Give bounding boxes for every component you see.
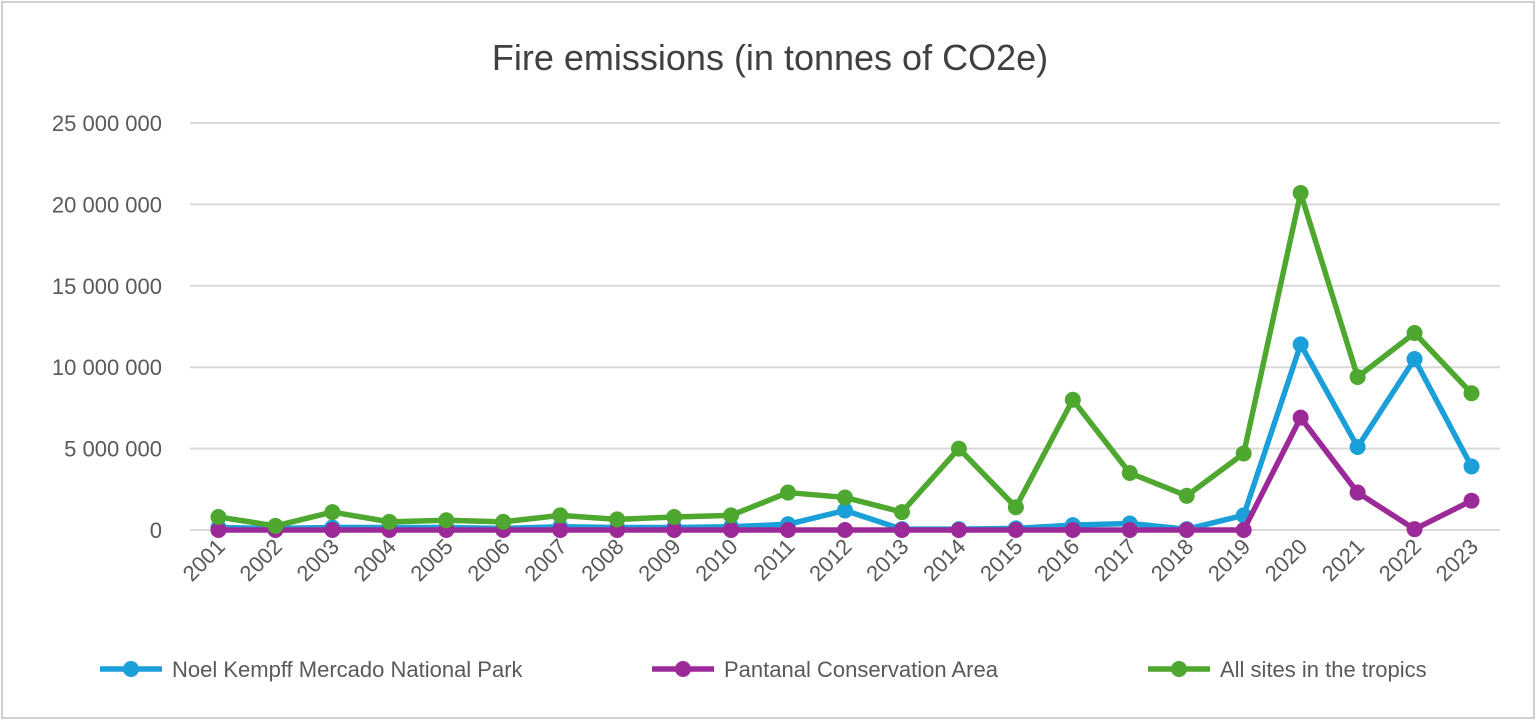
data-point	[837, 502, 853, 519]
data-point	[1349, 438, 1366, 455]
x-tick-label: 2017	[1089, 534, 1141, 586]
data-point	[552, 522, 569, 538]
data-point	[950, 522, 967, 538]
legend-item: Pantanal Conservation Area	[652, 657, 999, 682]
data-point	[1349, 484, 1366, 501]
x-tick-label: 2011	[748, 534, 799, 585]
data-point	[324, 522, 341, 538]
data-point	[1406, 521, 1423, 538]
series-1	[210, 409, 1480, 538]
x-tick-label: 2012	[804, 534, 856, 586]
x-tick-label: 2004	[349, 534, 401, 586]
data-point	[609, 511, 626, 528]
x-tick-label: 2019	[1203, 534, 1255, 586]
x-tick-label: 2002	[235, 534, 287, 586]
data-point	[1064, 522, 1081, 538]
legend-label: All sites in the tropics	[1220, 657, 1427, 682]
x-tick-label: 2021	[1317, 534, 1369, 586]
data-point	[723, 522, 740, 538]
legend-marker-icon	[123, 661, 139, 677]
data-point	[267, 517, 284, 534]
data-point	[950, 440, 967, 457]
data-point	[1007, 499, 1024, 516]
y-tick-label: 15 000 000	[52, 274, 162, 299]
data-point	[1406, 351, 1423, 368]
x-tick-label: 2023	[1431, 534, 1483, 586]
data-point	[1292, 409, 1309, 426]
data-point	[1292, 185, 1309, 202]
x-tick-label: 2006	[463, 534, 515, 586]
data-point	[666, 508, 683, 525]
data-point	[837, 522, 853, 538]
data-point	[1292, 336, 1309, 353]
data-point	[1178, 487, 1195, 504]
data-point	[780, 522, 797, 538]
legend-marker-icon	[1171, 661, 1187, 677]
x-tick-label: 2008	[576, 534, 628, 586]
y-tick-label: 25 000 000	[52, 111, 162, 136]
y-tick-label: 5 000 000	[64, 437, 162, 462]
data-point	[1349, 368, 1366, 385]
x-tick-label: 2022	[1374, 534, 1426, 586]
x-tick-label: 2005	[406, 534, 458, 586]
legend-label: Noel Kempff Mercado National Park	[172, 657, 524, 682]
data-point	[893, 522, 910, 538]
data-point	[837, 489, 853, 506]
legend-label: Pantanal Conservation Area	[724, 657, 999, 682]
data-point	[324, 504, 341, 521]
x-tick-label: 2015	[975, 534, 1027, 586]
data-point	[1121, 465, 1138, 482]
data-point	[438, 512, 455, 529]
data-point	[1121, 522, 1138, 538]
x-tick-label: 2014	[918, 534, 970, 586]
data-point	[1463, 385, 1480, 402]
data-point	[1235, 522, 1252, 538]
data-point	[1178, 522, 1195, 538]
y-tick-label: 0	[150, 518, 162, 543]
x-tick-label: 2009	[633, 534, 685, 586]
x-tick-label: 2010	[690, 534, 742, 586]
data-point	[1463, 492, 1480, 509]
legend-item: Noel Kempff Mercado National Park	[100, 657, 524, 682]
chart-title: Fire emissions (in tonnes of CO2e)	[492, 37, 1048, 78]
data-point	[210, 508, 227, 525]
y-tick-label: 20 000 000	[52, 192, 162, 217]
x-tick-label: 2020	[1260, 534, 1312, 586]
data-point	[1007, 522, 1024, 538]
data-point	[723, 507, 740, 524]
x-tick-label: 2001	[178, 534, 230, 586]
x-tick-label: 2003	[292, 534, 344, 586]
y-tick-label: 10 000 000	[52, 355, 162, 380]
data-point	[1406, 325, 1423, 342]
x-tick-label: 2013	[861, 534, 913, 586]
data-point	[893, 504, 910, 521]
x-tick-label: 2016	[1032, 534, 1084, 586]
data-point	[666, 522, 683, 538]
x-tick-label: 2018	[1146, 534, 1198, 586]
data-point	[1235, 445, 1252, 462]
data-point	[210, 522, 227, 538]
data-point	[552, 507, 569, 524]
data-point	[1064, 391, 1081, 408]
data-point	[1463, 458, 1480, 475]
legend-item: All sites in the tropics	[1148, 657, 1427, 682]
legend-marker-icon	[675, 661, 691, 677]
series-2	[210, 185, 1480, 534]
data-point	[780, 484, 797, 501]
series-line	[218, 190, 1474, 529]
data-point	[381, 513, 398, 530]
data-point	[495, 513, 512, 530]
x-tick-label: 2007	[519, 534, 571, 586]
